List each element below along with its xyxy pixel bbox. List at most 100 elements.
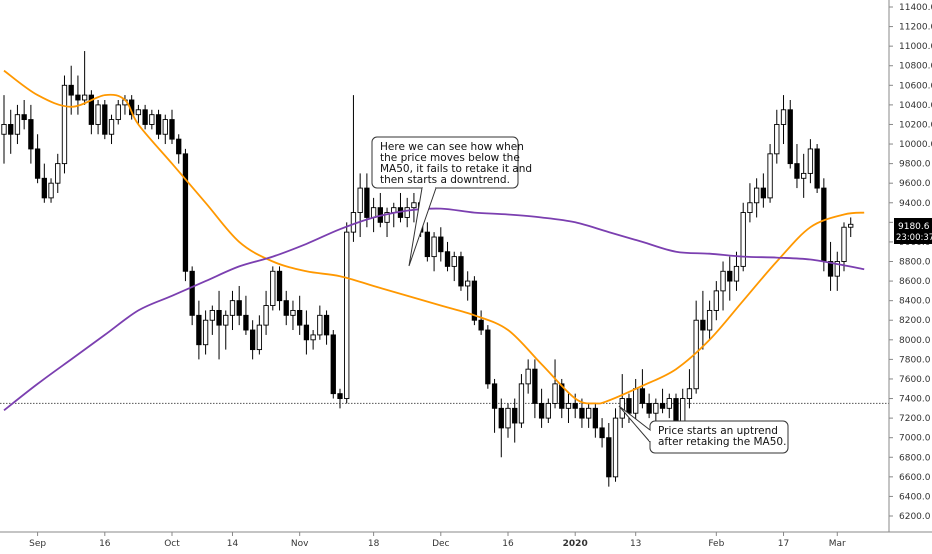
candle-body-up [370, 207, 377, 218]
candle [41, 163, 47, 203]
candle [102, 99, 108, 140]
x-tick-label: 2020 [563, 539, 588, 549]
candle [297, 295, 303, 335]
candle [794, 144, 800, 189]
y-tick-label: 7000.0 [899, 434, 931, 444]
candle-body-down [491, 383, 498, 409]
candle-body-up [545, 402, 551, 419]
candle-body-up [81, 94, 88, 101]
x-tick-label: 16 [502, 539, 514, 549]
candle [653, 398, 659, 424]
candle-body-down [700, 319, 706, 331]
candle [357, 173, 363, 238]
x-tick-label: Mar [829, 539, 846, 549]
candle-body-down [155, 114, 162, 135]
candle-body-down [760, 187, 767, 199]
candle [223, 310, 229, 350]
candle [841, 222, 847, 272]
last-price-box [894, 218, 932, 244]
candle-body-up [223, 314, 229, 326]
candle [706, 300, 713, 340]
candle-body-down [659, 402, 666, 409]
candle [491, 378, 498, 433]
candle [115, 99, 121, 125]
x-tick-label: Feb [708, 539, 724, 549]
callout-line: the price moves below the [380, 152, 520, 164]
candle-body-down [364, 187, 370, 218]
candle [196, 300, 202, 360]
candle-body-up [357, 187, 363, 214]
candle-body-down [639, 388, 646, 404]
candle-body-up [585, 407, 592, 419]
candle-body-down [249, 329, 256, 351]
candle [518, 374, 525, 428]
candle [478, 310, 484, 335]
candle [592, 403, 599, 438]
candle-body-down [297, 309, 303, 326]
x-tick-label: Dec [432, 539, 449, 549]
candle-body-up [834, 261, 840, 277]
candle [579, 398, 585, 428]
candle-body-up [209, 309, 215, 321]
candle [337, 388, 343, 409]
y-tick-label: 10200.0 [899, 120, 932, 130]
candle-body-up [404, 207, 410, 218]
candle-body-up [753, 187, 760, 204]
candle-body-up [686, 388, 693, 399]
candle [149, 109, 155, 130]
candle-body-down [323, 314, 330, 336]
candle-body-up [317, 314, 323, 336]
candle [384, 207, 390, 238]
candle [344, 222, 350, 404]
candle-body-down [330, 334, 336, 395]
candle [700, 290, 706, 350]
candle-body-up [310, 334, 316, 341]
candle-body-down [498, 407, 504, 429]
candle-body-up [505, 407, 511, 429]
candle [28, 104, 34, 164]
candle [310, 330, 316, 350]
y-tick-label: 11200.0 [899, 23, 932, 33]
candle [169, 109, 175, 145]
callout-line: Here we can see how when [380, 141, 524, 153]
candle [471, 276, 478, 326]
candle-body-down [538, 402, 545, 419]
candle-body-up [263, 305, 269, 326]
x-tick-label: 14 [227, 539, 239, 549]
y-tick-label: 8400.0 [899, 297, 931, 307]
candle [801, 153, 807, 198]
candle [827, 241, 834, 291]
candle-body-up [841, 226, 847, 262]
candle [61, 75, 68, 174]
candle [599, 418, 605, 448]
candle-body-up [713, 290, 719, 311]
candle-body-down [303, 324, 310, 341]
candle-body-down [592, 407, 599, 429]
candle [142, 104, 148, 130]
candle [767, 144, 773, 203]
candle-body-up [202, 319, 209, 346]
candle-body-up [552, 383, 558, 404]
x-tick-label: Sep [29, 539, 46, 549]
candle [48, 178, 54, 203]
candle [646, 393, 652, 419]
candles-layer [1, 51, 854, 487]
candle [303, 310, 310, 355]
candle-body-up [14, 114, 21, 135]
candle-body-down [236, 300, 242, 316]
candle [525, 359, 531, 394]
candle-body-up [344, 231, 350, 399]
candle [330, 330, 336, 399]
y-tick-label: 7600.0 [899, 375, 931, 385]
y-tick-label: 10000.0 [899, 140, 932, 150]
candle [290, 300, 296, 331]
candle-body-up [229, 300, 236, 316]
candle-body-down [216, 309, 222, 326]
candle [612, 408, 619, 482]
candle-body-down [337, 393, 343, 399]
candle [444, 241, 451, 272]
candle [639, 369, 646, 409]
y-tick-label: 6800.0 [899, 453, 931, 463]
candle [760, 173, 767, 208]
